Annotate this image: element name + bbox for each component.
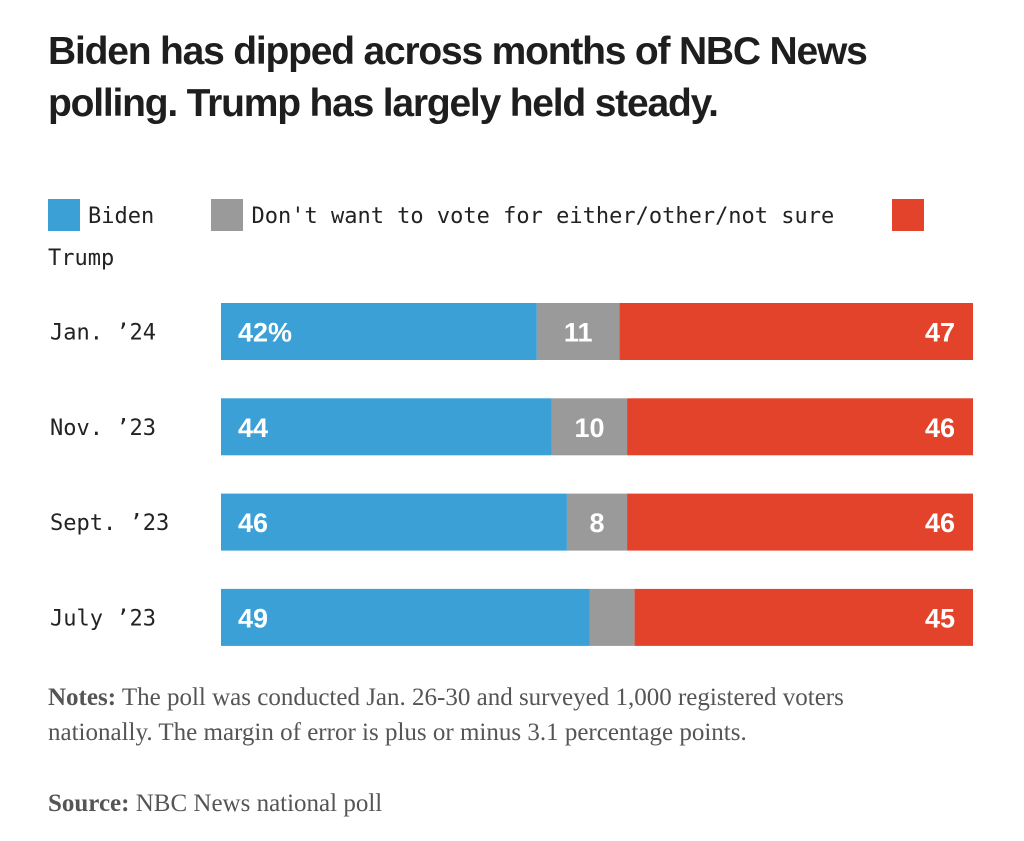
bar-segment-other	[566, 493, 628, 551]
data-label-trump: 45	[925, 603, 955, 633]
notes-text: The poll was conducted Jan. 26-30 and su…	[48, 684, 844, 746]
data-label-other: 11	[564, 318, 593, 348]
legend-item-biden: Biden	[48, 199, 155, 231]
category-label: Nov. ’23	[50, 416, 156, 441]
legend-label-trump: Trump	[48, 246, 115, 271]
bar-segment-other	[589, 588, 635, 646]
data-label-biden: 46	[238, 508, 268, 538]
chart-title: Biden has dipped across months of NBC Ne…	[48, 30, 868, 125]
legend-item-other: Don't want to vote for either/other/not …	[211, 199, 835, 231]
data-label-biden: 44	[238, 413, 268, 443]
legend-swatch-trump	[891, 199, 924, 231]
bar-segment-biden	[221, 398, 552, 456]
category-label: Sept. ’23	[50, 511, 169, 536]
source-label: Source:	[48, 790, 130, 817]
category-label: Jan. ’24	[50, 321, 156, 346]
legend-label-other: Don't want to vote for either/other/not …	[251, 204, 835, 229]
data-label-trump: 47	[925, 318, 955, 348]
bar-segment-trump	[627, 398, 973, 456]
notes-label: Notes:	[48, 684, 117, 711]
legend-label-biden: Biden	[88, 204, 155, 229]
source-text: NBC News national poll	[129, 790, 383, 817]
data-label-biden: 49	[238, 603, 268, 633]
data-label-other: 8	[589, 508, 604, 538]
legend-swatch-biden	[48, 199, 80, 231]
bar-segment-biden	[221, 303, 537, 360]
bar-segment-trump	[619, 303, 973, 360]
legend-item-trump: Trump	[48, 199, 932, 271]
source: Source: NBC News national poll	[48, 786, 948, 821]
data-label-biden: 42%	[238, 318, 292, 348]
bar-segment-biden	[221, 588, 590, 646]
bar-segment-biden	[221, 493, 567, 551]
legend-swatch-other	[211, 199, 244, 231]
bar-segment-trump	[634, 588, 973, 646]
category-label: July ’23	[50, 606, 156, 631]
data-label-other: 10	[574, 413, 604, 443]
bar-segment-other	[536, 303, 620, 360]
bar-segment-trump	[627, 493, 973, 551]
data-label-trump: 46	[925, 413, 955, 443]
bar-segment-other	[551, 398, 628, 456]
legend: Biden Don't want to vote for either/othe…	[48, 196, 968, 280]
data-label-trump: 46	[925, 508, 955, 538]
notes: Notes: The poll was conducted Jan. 26-30…	[48, 680, 948, 750]
